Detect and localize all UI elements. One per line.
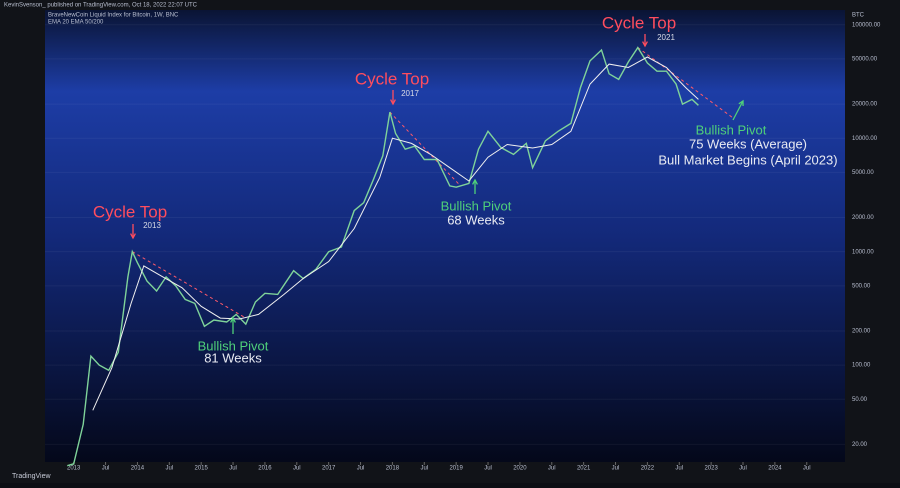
x-tick-label: 2020	[513, 466, 527, 472]
x-tick-label: 2013	[67, 466, 81, 472]
x-tick-label: Jul	[165, 466, 173, 472]
x-tick-label: 2016	[258, 466, 272, 472]
annotation: Bullish Pivot	[441, 198, 512, 213]
x-tick-label: 2018	[386, 466, 400, 472]
y-tick-label: 20.00	[852, 442, 868, 448]
annotation: Bullish Pivot	[696, 122, 767, 137]
y-tick-label: 100000.00	[852, 22, 881, 28]
annotation: 81 Weeks	[204, 350, 262, 365]
x-tick-label: Jul	[803, 466, 811, 472]
trend-line	[132, 251, 247, 319]
chart-subtitle: EMA 20 EMA 50/200	[48, 20, 104, 26]
x-tick-label: Jul	[229, 466, 237, 472]
y-tick-label: 500.00	[852, 283, 871, 289]
series-line	[67, 46, 699, 467]
y-tick-label: 200.00	[852, 329, 871, 335]
arrow-head	[472, 178, 478, 185]
x-tick-label: 2019	[449, 466, 463, 472]
chart-title: BraveNewCoin Liquid Index for Bitcoin, 1…	[48, 13, 179, 19]
x-tick-label: 2024	[768, 466, 782, 472]
annotation: Bull Market Begins (April 2023)	[658, 152, 837, 167]
annotation: 2017	[401, 89, 419, 98]
x-tick-label: Jul	[548, 466, 556, 472]
annotation: Cycle Top	[355, 69, 429, 88]
x-tick-label: Jul	[102, 466, 110, 472]
x-tick-label: 2021	[577, 466, 591, 472]
y-tick-label: 20000.00	[852, 102, 878, 108]
trend-line	[637, 47, 734, 119]
arrow-head	[642, 41, 648, 48]
annotation: 2021	[657, 33, 675, 42]
arrow	[732, 100, 744, 121]
annotation: Bullish Pivot	[198, 338, 269, 353]
plot-area	[45, 10, 845, 462]
arrow-head	[130, 233, 136, 240]
x-tick-label: 2015	[194, 466, 208, 472]
footer: TradingView	[12, 473, 51, 480]
x-tick-label: Jul	[357, 466, 365, 472]
y-tick-label: 50.00	[852, 397, 868, 403]
y-tick-label: 10000.00	[852, 136, 878, 142]
publisher: KevinSvenson_ published on TradingView.c…	[4, 3, 198, 9]
trend-line	[389, 111, 460, 185]
y-tick-label: 2000.00	[852, 215, 874, 221]
series-line	[92, 56, 699, 411]
x-tick-label: 2014	[131, 466, 145, 472]
x-tick-label: Jul	[484, 466, 492, 472]
x-tick-label: Jul	[420, 466, 428, 472]
arrow-head	[230, 316, 236, 323]
x-tick-label: Jul	[739, 466, 747, 472]
arrow-head	[390, 99, 396, 106]
y-tick-label: 100.00	[852, 363, 871, 369]
annotation: 2013	[143, 221, 161, 230]
y-tick-label: 50000.00	[852, 57, 878, 63]
x-tick-label: Jul	[612, 466, 620, 472]
x-tick-label: 2017	[322, 466, 336, 472]
x-tick-label: Jul	[675, 466, 683, 472]
y-axis-label: BTC	[852, 13, 865, 19]
annotation: Cycle Top	[93, 202, 167, 221]
y-tick-label: 5000.00	[852, 170, 874, 176]
annotation: 75 Weeks (Average)	[689, 136, 807, 151]
annotation: 68 Weeks	[447, 212, 505, 227]
x-tick-label: 2022	[641, 466, 655, 472]
x-tick-label: Jul	[293, 466, 301, 472]
x-tick-label: 2023	[704, 466, 718, 472]
y-tick-label: 1000.00	[852, 249, 874, 255]
arrow-head	[738, 99, 744, 107]
annotation: Cycle Top	[602, 13, 676, 32]
